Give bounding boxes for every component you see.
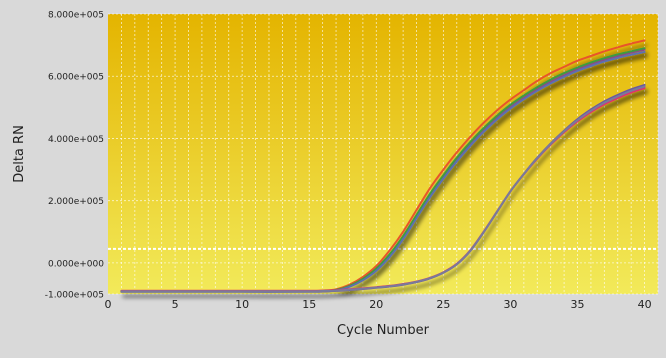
y-axis-label: Delta RN bbox=[12, 125, 27, 183]
x-tick-label: 35 bbox=[571, 298, 585, 311]
y-tick-label: 0.000e+000 bbox=[48, 259, 104, 269]
x-tick-label: 10 bbox=[235, 298, 249, 311]
x-tick-label: 30 bbox=[503, 298, 517, 311]
y-axis-ticks: -1.000e+005 0.000e+000 2.000e+005 4.000e+00… bbox=[45, 11, 105, 301]
x-tick-label: 15 bbox=[302, 298, 316, 311]
y-tick-label: 4.000e+005 bbox=[48, 135, 104, 145]
series-group bbox=[120, 39, 646, 293]
x-tick-label: 40 bbox=[638, 298, 652, 311]
x-tick-label: 0 bbox=[105, 298, 112, 311]
y-tick-label: 8.000e+005 bbox=[48, 11, 104, 21]
y-tick-label: 2.000e+005 bbox=[48, 197, 104, 207]
x-axis-label: Cycle Number bbox=[337, 323, 430, 338]
plot-area bbox=[108, 14, 658, 294]
y-tick-label: 6.000e+005 bbox=[48, 73, 104, 83]
series-line-7 bbox=[120, 85, 646, 293]
x-tick-label: 25 bbox=[436, 298, 450, 311]
x-tick-label: 20 bbox=[369, 298, 383, 311]
x-tick-label: 5 bbox=[172, 298, 179, 311]
x-axis-ticks: 0 5 10 15 20 25 30 35 40 bbox=[105, 298, 652, 311]
y-tick-label: -1.000e+005 bbox=[45, 291, 104, 301]
grid-lines bbox=[108, 13, 659, 295]
